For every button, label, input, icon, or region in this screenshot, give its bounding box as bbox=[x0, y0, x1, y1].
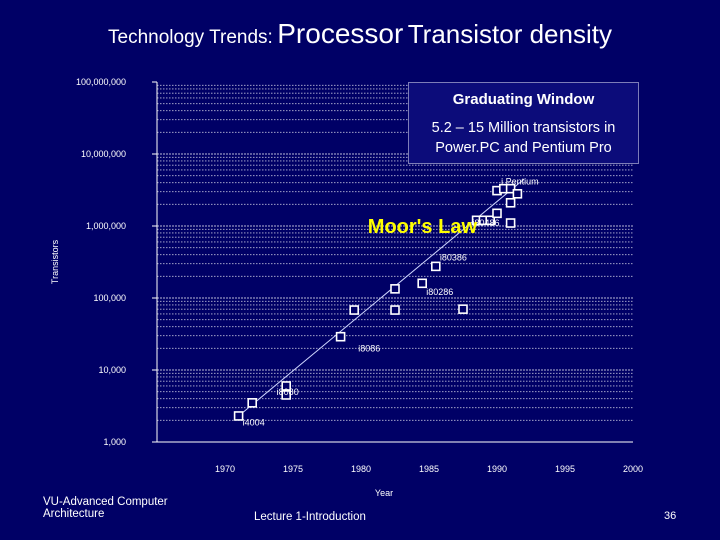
x-tick-label: 1990 bbox=[487, 464, 507, 474]
chip-label: i Pentium bbox=[501, 176, 539, 186]
title-part-2: Processor bbox=[277, 18, 404, 49]
x-tick-label: 1980 bbox=[351, 464, 371, 474]
title-part-1: Technology Trends: bbox=[108, 27, 273, 48]
x-tick-label: 1985 bbox=[419, 464, 439, 474]
data-point bbox=[417, 278, 428, 289]
data-point bbox=[335, 331, 346, 342]
data-point bbox=[505, 218, 516, 228]
chip-label: i80486 bbox=[473, 218, 500, 228]
chip-label: i80286 bbox=[426, 287, 453, 297]
data-point bbox=[485, 215, 496, 226]
x-tick-label: 1975 bbox=[283, 464, 303, 474]
y-tick-label: 100,000 bbox=[93, 293, 126, 303]
chip-label: i80386 bbox=[440, 253, 467, 263]
data-point bbox=[390, 305, 400, 315]
footer-course: VU-Advanced Computer Architecture bbox=[43, 496, 168, 520]
data-point bbox=[349, 305, 360, 315]
axes: 1,000 10,000 100,000 1,000,000 10,000,000 100… bbox=[50, 77, 643, 498]
chip-label: i4004 bbox=[243, 417, 265, 427]
data-point bbox=[492, 208, 502, 219]
slide-title: Technology Trends: Processor Transistor … bbox=[0, 18, 720, 50]
footer-course-line-2: Architecture bbox=[43, 508, 105, 520]
data-point bbox=[281, 381, 292, 391]
moores-law-label: Moor's Law bbox=[368, 216, 478, 238]
callout-body-line-2: Power.PC and Pentium Pro bbox=[435, 140, 612, 156]
trend-line bbox=[238, 178, 525, 417]
data-point bbox=[430, 261, 441, 272]
data-point bbox=[458, 304, 468, 314]
y-tick-label: 10,000,000 bbox=[81, 149, 126, 159]
data-points bbox=[233, 183, 523, 421]
y-axis-title: Transistors bbox=[50, 239, 60, 284]
title-part-3: Transistor density bbox=[407, 19, 612, 49]
data-point bbox=[281, 390, 292, 400]
footer-lecture: Lecture 1-Introduction bbox=[254, 511, 366, 523]
data-point bbox=[505, 198, 516, 208]
data-point bbox=[247, 398, 257, 408]
callout-body-line-1: 5.2 – 15 Million transistors in bbox=[431, 120, 616, 136]
data-point bbox=[505, 183, 516, 194]
y-tick-label: 100,000,000 bbox=[76, 77, 126, 87]
data-point bbox=[512, 189, 523, 199]
callout-body: 5.2 – 15 Million transistors in Power.PC… bbox=[409, 118, 638, 158]
x-tick-label: 1970 bbox=[215, 464, 235, 474]
chip-label: i8086 bbox=[358, 344, 380, 354]
page-number: 36 bbox=[664, 510, 677, 522]
x-tick-label: 2000 bbox=[623, 464, 643, 474]
callout-heading: Graduating Window bbox=[452, 91, 595, 108]
y-tick-label: 10,000 bbox=[98, 365, 126, 375]
y-tick-label: 1,000,000 bbox=[86, 221, 126, 231]
graduating-window-callout: Graduating Window 5.2 – 15 Million trans… bbox=[408, 82, 639, 164]
trend-layer bbox=[238, 178, 525, 417]
x-tick-label: 1995 bbox=[555, 464, 575, 474]
x-axis-title: Year bbox=[375, 488, 393, 498]
labels: i4004 i8080 i8086 i80286 i80386 i80486 i Penti… bbox=[243, 176, 539, 427]
chip-label: i8080 bbox=[277, 387, 299, 397]
footer-course-line-1: VU-Advanced Computer bbox=[43, 496, 168, 508]
data-point bbox=[390, 284, 400, 294]
y-tick-label: 1,000 bbox=[103, 437, 126, 447]
data-point bbox=[233, 411, 244, 421]
